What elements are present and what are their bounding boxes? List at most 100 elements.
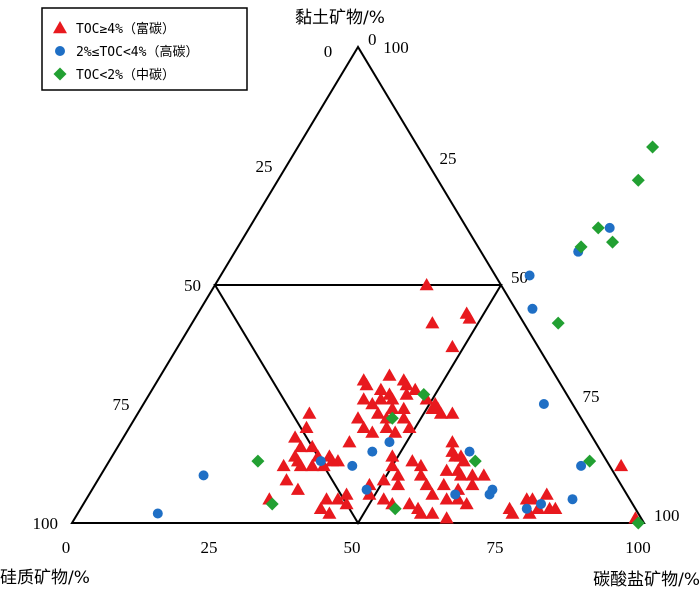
triangle-data-point	[373, 392, 388, 405]
circle-data-point	[367, 446, 378, 457]
circle-data-point	[464, 446, 475, 457]
triangle-data-point	[465, 477, 480, 491]
diamond-data-point	[265, 497, 279, 511]
triangle-data-point	[439, 463, 454, 476]
legend-circle-marker	[55, 46, 65, 56]
triangle-data-point	[290, 482, 305, 495]
triangle-data-point	[276, 458, 291, 472]
triangle-data-point	[388, 425, 403, 438]
triangle-data-point	[339, 496, 354, 510]
triangle-data-point	[456, 454, 471, 467]
bottom-tick-label: 0	[62, 538, 71, 557]
triangle-data-point	[445, 339, 460, 353]
apex-tick-label: 0	[324, 42, 333, 61]
clay-axis-title: 黏土矿物/%	[295, 8, 385, 28]
legend-box	[41, 7, 248, 91]
triangle-data-point	[408, 382, 423, 395]
circle-data-point	[521, 503, 532, 514]
triangle-data-point	[539, 487, 554, 500]
triangle-data-point	[342, 435, 357, 448]
triangle-data-point	[385, 449, 400, 462]
data-points	[152, 140, 660, 530]
triangle-data-point	[419, 477, 434, 491]
circle-data-point	[484, 489, 495, 500]
triangle-data-point	[313, 501, 328, 514]
triangle-data-point	[356, 420, 371, 434]
diamond-data-point	[551, 316, 565, 330]
triangle-data-point	[305, 439, 320, 453]
left-tick-label: 25	[256, 157, 273, 176]
circle-data-point	[538, 399, 549, 409]
triangle-data-point	[476, 468, 491, 481]
triangle-data-point	[462, 311, 477, 324]
triangle-data-point	[339, 487, 354, 500]
triangle-data-point	[351, 411, 365, 424]
triangle-data-point	[356, 373, 371, 386]
triangle-data-point	[402, 420, 417, 434]
series-circle	[152, 222, 615, 519]
triangle-data-point	[425, 506, 440, 519]
bottom-tick-label: 75	[487, 538, 504, 557]
axis-titles: 黏土矿物/% 硅质矿物/% 碳酸盐矿物/%	[0, 8, 700, 590]
triangle-data-point	[419, 392, 434, 405]
circle-data-point	[527, 303, 538, 314]
diamond-data-point	[583, 454, 597, 468]
triangle-data-point	[413, 468, 428, 481]
triangle-data-point	[439, 511, 454, 524]
triangle-data-point	[453, 468, 468, 481]
triangle-data-point	[376, 492, 391, 505]
circle-data-point	[315, 456, 326, 467]
diamond-data-point	[606, 235, 620, 249]
triangle-data-point	[365, 397, 380, 410]
diamond-data-point	[388, 502, 402, 516]
triangle-data-point	[293, 458, 308, 472]
triangle-data-point	[525, 492, 540, 505]
triangle-data-point	[399, 387, 414, 400]
triangle-data-point	[376, 473, 391, 486]
diamond-data-point	[385, 411, 399, 425]
silica-axis-title: 硅质矿物/%	[0, 568, 90, 588]
triangle-data-point	[391, 477, 406, 491]
triangle-data-point	[413, 458, 428, 472]
legend-triangle-marker	[53, 21, 67, 34]
carbonate-axis-title: 碳酸盐矿物/%	[593, 570, 700, 590]
triangle-data-point	[356, 392, 371, 405]
bottom-tick-label: 50	[344, 538, 361, 557]
triangle-data-point	[373, 382, 388, 395]
triangle-data-point	[382, 368, 397, 381]
triangle-data-point	[433, 406, 448, 419]
right-tick-label: 75	[583, 387, 600, 406]
triangle-data-point	[405, 454, 420, 467]
triangle-data-point	[299, 420, 314, 434]
circle-data-point	[536, 498, 547, 509]
left-tick-label: 50	[184, 276, 201, 295]
triangle-data-point	[399, 377, 414, 391]
right-tick-label: 100	[654, 506, 680, 525]
diamond-data-point	[468, 454, 482, 468]
triangle-frame	[70, 45, 646, 525]
left-tick-label: 100	[33, 514, 59, 533]
bottom-tick-label: 100	[625, 538, 651, 557]
triangle-data-point	[459, 496, 474, 510]
diamond-data-point	[251, 454, 265, 468]
triangle-data-point	[330, 492, 345, 505]
triangle-data-point	[425, 487, 440, 500]
triangle-data-point	[391, 468, 406, 481]
diamond-data-point	[417, 387, 431, 401]
right-tick-label: 0	[368, 30, 377, 49]
triangle-data-point	[419, 278, 434, 291]
left-tick-label: 75	[113, 395, 130, 414]
triangle-data-point	[445, 435, 460, 448]
bottom-tick-label: 25	[201, 538, 218, 557]
triangle-data-point	[548, 501, 563, 514]
circle-data-point	[152, 508, 163, 519]
diamond-data-point	[591, 221, 605, 235]
triangle-data-point	[322, 506, 337, 519]
triangle-data-point	[425, 316, 440, 329]
triangle-data-point	[385, 458, 400, 472]
triangle-data-point	[614, 458, 629, 472]
circle-data-point	[567, 494, 578, 505]
right-tick-label: 25	[440, 149, 457, 168]
